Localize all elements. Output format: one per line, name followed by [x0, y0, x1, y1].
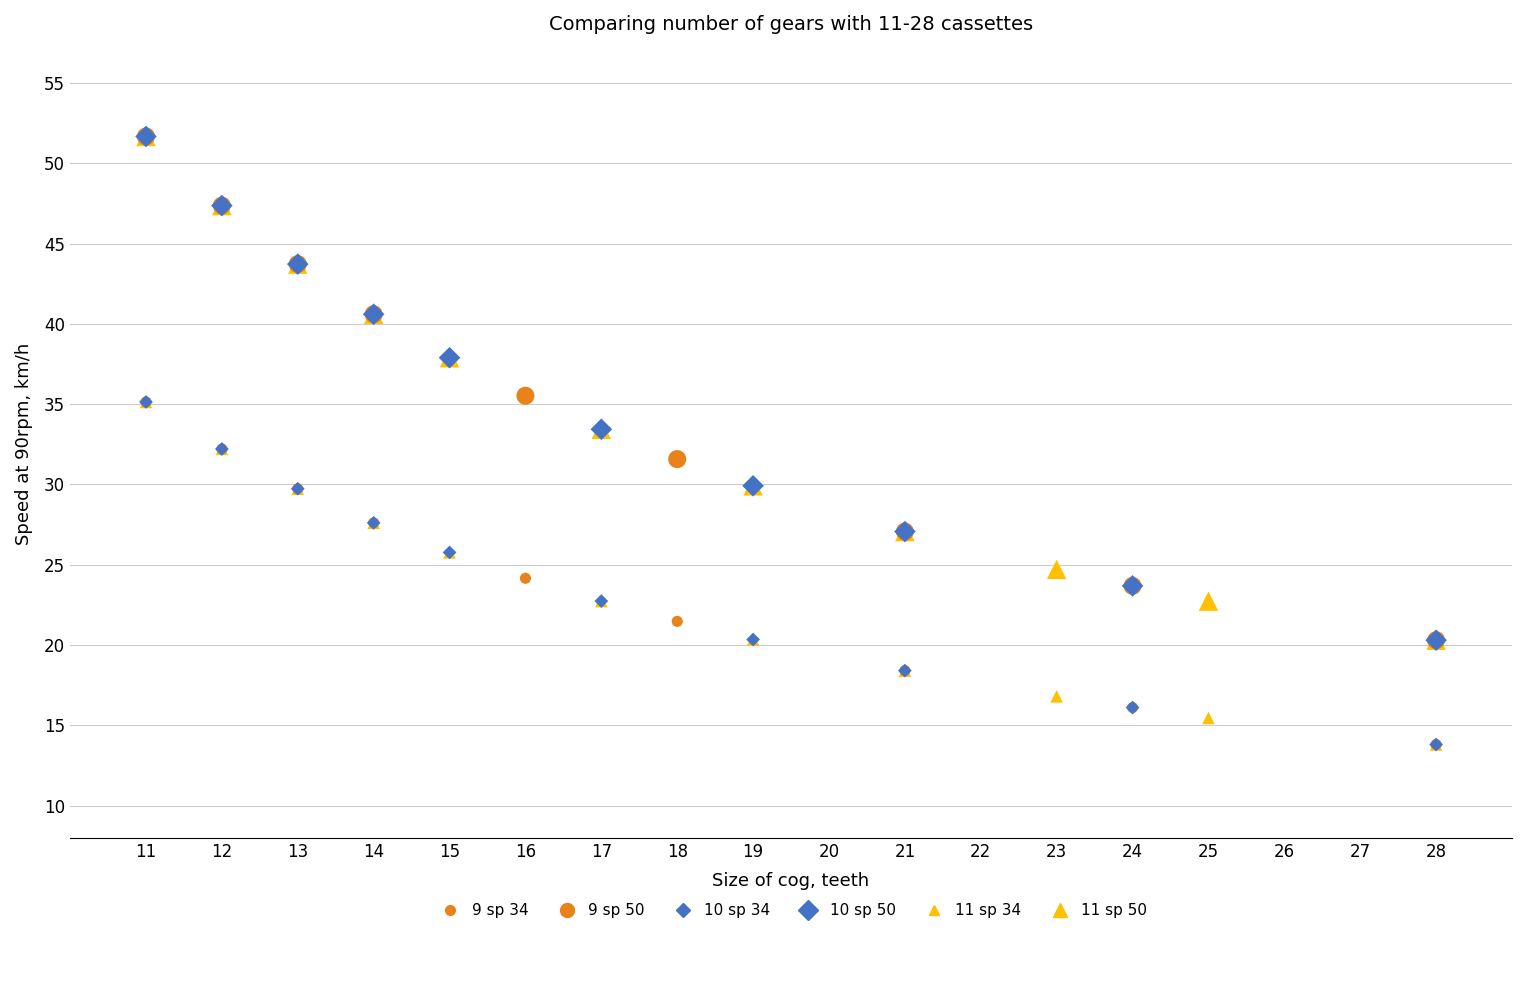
- 10 sp 50: [362, 306, 386, 322]
- 9 sp 34: [286, 481, 310, 497]
- 10 sp 50: [1121, 578, 1145, 594]
- 9 sp 50: [1423, 632, 1448, 648]
- 9 sp 50: [893, 523, 918, 539]
- 10 sp 34: [134, 394, 159, 410]
- 9 sp 34: [664, 613, 689, 629]
- 11 sp 34: [286, 481, 310, 497]
- 11 sp 34: [1044, 688, 1069, 704]
- 9 sp 34: [893, 663, 918, 679]
- 11 sp 50: [209, 197, 234, 213]
- Legend: 9 sp 34, 9 sp 50, 10 sp 34, 10 sp 50, 11 sp 34, 11 sp 50: 9 sp 34, 9 sp 50, 10 sp 34, 10 sp 50, 11…: [429, 897, 1153, 924]
- Title: Comparing number of gears with 11-28 cassettes: Comparing number of gears with 11-28 cas…: [550, 15, 1034, 34]
- 11 sp 50: [893, 523, 918, 539]
- 11 sp 34: [437, 544, 461, 560]
- 11 sp 50: [362, 306, 386, 322]
- 11 sp 34: [209, 441, 234, 457]
- 11 sp 50: [741, 478, 765, 494]
- 10 sp 50: [209, 197, 234, 213]
- 9 sp 50: [286, 256, 310, 272]
- 10 sp 34: [437, 544, 461, 560]
- 10 sp 50: [286, 256, 310, 272]
- 10 sp 34: [741, 631, 765, 647]
- 10 sp 50: [741, 478, 765, 494]
- 9 sp 50: [134, 129, 159, 145]
- 9 sp 34: [1121, 700, 1145, 716]
- 9 sp 50: [664, 452, 689, 468]
- Y-axis label: Speed at 90rpm, km/h: Speed at 90rpm, km/h: [15, 343, 34, 545]
- 10 sp 34: [209, 441, 234, 457]
- 11 sp 34: [362, 514, 386, 530]
- 11 sp 34: [1423, 737, 1448, 753]
- 10 sp 50: [1423, 632, 1448, 648]
- 11 sp 34: [893, 663, 918, 679]
- 10 sp 50: [589, 422, 614, 438]
- 11 sp 50: [1044, 561, 1069, 577]
- 11 sp 50: [286, 256, 310, 272]
- 9 sp 34: [362, 514, 386, 530]
- 9 sp 34: [209, 441, 234, 457]
- 9 sp 50: [513, 388, 538, 404]
- 11 sp 34: [1196, 710, 1220, 726]
- 10 sp 34: [286, 481, 310, 497]
- 11 sp 34: [134, 394, 159, 410]
- 11 sp 50: [589, 422, 614, 438]
- 10 sp 50: [893, 523, 918, 539]
- 10 sp 34: [1423, 737, 1448, 753]
- 9 sp 50: [1121, 578, 1145, 594]
- 11 sp 50: [134, 129, 159, 145]
- 11 sp 34: [589, 593, 614, 609]
- 9 sp 50: [209, 197, 234, 213]
- 11 sp 50: [1423, 632, 1448, 648]
- 11 sp 50: [1196, 593, 1220, 609]
- 11 sp 50: [437, 350, 461, 366]
- 10 sp 34: [362, 514, 386, 530]
- 9 sp 34: [134, 394, 159, 410]
- X-axis label: Size of cog, teeth: Size of cog, teeth: [713, 871, 869, 889]
- 10 sp 34: [1121, 700, 1145, 716]
- 11 sp 34: [741, 631, 765, 647]
- 9 sp 34: [1423, 737, 1448, 753]
- 10 sp 34: [893, 663, 918, 679]
- 9 sp 50: [362, 306, 386, 322]
- 10 sp 50: [134, 129, 159, 145]
- 10 sp 50: [437, 350, 461, 366]
- 10 sp 34: [589, 593, 614, 609]
- 9 sp 34: [513, 570, 538, 586]
